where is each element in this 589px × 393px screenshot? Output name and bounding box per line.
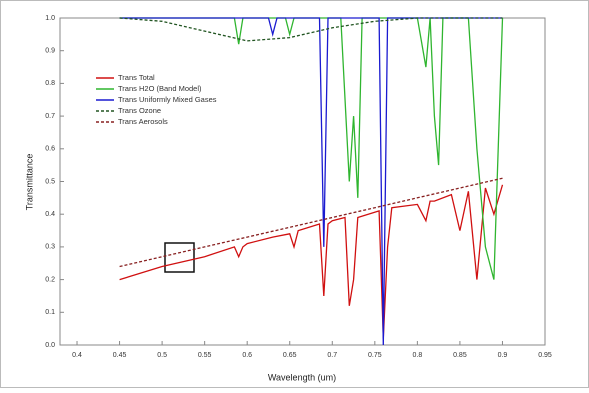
series-line <box>119 17 503 346</box>
x-axis-label: Wavelength (um) <box>268 372 336 382</box>
y-tick-label: 0.1 <box>45 309 55 316</box>
x-tick-label: 0.75 <box>368 352 382 359</box>
y-tick-label: 1.0 <box>45 15 55 22</box>
series-line <box>119 177 503 268</box>
legend-label: Trans Uniformly Mixed Gases <box>118 95 217 104</box>
y-tick-label: 0.7 <box>45 113 55 120</box>
series-line <box>119 17 504 280</box>
x-tick-label: 0.4 <box>72 352 82 359</box>
x-tick-label: 0.5 <box>157 352 167 359</box>
plot-area <box>59 17 546 346</box>
x-tick-label: 0.9 <box>498 352 508 359</box>
legend-label: Trans H2O (Band Model) <box>118 84 202 93</box>
y-tick-label: 0.9 <box>45 48 55 55</box>
x-tick-label: 0.7 <box>327 352 337 359</box>
y-tick-label: 0.3 <box>45 244 55 251</box>
y-tick-label: 0.0 <box>45 342 55 349</box>
x-tick-label: 0.45 <box>113 352 127 359</box>
y-tick-label: 0.5 <box>45 178 55 185</box>
legend-label: Trans Ozone <box>118 106 161 115</box>
legend-label: Trans Aerosols <box>118 117 168 126</box>
legend-label: Trans Total <box>118 73 155 82</box>
y-tick-label: 0.4 <box>45 211 55 218</box>
x-tick-label: 0.65 <box>283 352 297 359</box>
y-tick-label: 0.8 <box>45 80 55 87</box>
x-tick-label: 0.8 <box>413 352 423 359</box>
x-tick-label: 0.95 <box>538 352 552 359</box>
y-tick-label: 0.6 <box>45 146 55 153</box>
series-line <box>119 17 503 42</box>
y-tick-label: 0.2 <box>45 276 55 283</box>
series-line <box>119 184 504 339</box>
x-tick-label: 0.85 <box>453 352 467 359</box>
x-tick-label: 0.55 <box>198 352 212 359</box>
zoom-box <box>164 242 195 273</box>
y-axis-label: Transmittance <box>24 154 34 211</box>
x-tick-label: 0.6 <box>242 352 252 359</box>
